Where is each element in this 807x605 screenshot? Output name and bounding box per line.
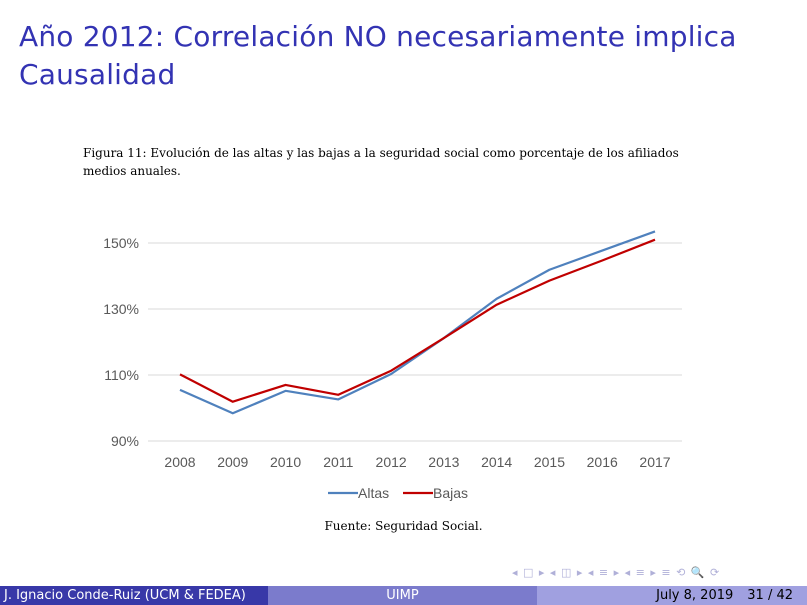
x-tick-label: 2017	[639, 454, 670, 470]
footer-institute: UIMP	[268, 586, 537, 605]
footer-date-page: July 8, 2019 31 / 42	[537, 586, 807, 605]
footer-bar: J. Ignacio Conde-Ruiz (UCM & FEDEA) UIMP…	[0, 586, 807, 605]
x-tick-label: 2010	[270, 454, 301, 470]
x-tick-label: 2008	[164, 454, 195, 470]
legend-label-bajas: Bajas	[433, 485, 468, 501]
y-tick-label: 150%	[103, 235, 139, 251]
beamer-navigation-icons[interactable]: ◂ □ ▸ ◂ ◫ ▸ ◂ ≡ ▸ ◂ ≡ ▸ ≡ ⟲ 🔍 ⟳	[512, 566, 721, 579]
y-tick-label: 110%	[104, 367, 139, 383]
x-tick-label: 2014	[481, 454, 512, 470]
x-tick-label: 2015	[534, 454, 565, 470]
footer-author: J. Ignacio Conde-Ruiz (UCM & FEDEA)	[0, 586, 268, 605]
footer-date: July 8, 2019	[656, 588, 734, 603]
slide-title: Año 2012: Correlación NO necesariamente …	[19, 20, 737, 91]
figure-caption: Figura 11: Evolución de las altas y las …	[83, 146, 679, 178]
series-line-altas	[179, 230, 656, 415]
series-line-bajas	[179, 238, 656, 403]
legend-label-altas: Altas	[358, 485, 389, 501]
y-tick-label: 130%	[103, 301, 139, 317]
x-tick-label: 2009	[217, 454, 248, 470]
x-tick-label: 2016	[587, 454, 618, 470]
x-tick-label: 2011	[323, 454, 353, 470]
figure-source: Fuente: Seguridad Social.	[324, 519, 483, 533]
x-tick-label: 2013	[428, 454, 459, 470]
y-tick-label: 90%	[111, 433, 139, 449]
x-tick-label: 2012	[376, 454, 407, 470]
footer-page-number: 31 / 42	[747, 588, 793, 603]
